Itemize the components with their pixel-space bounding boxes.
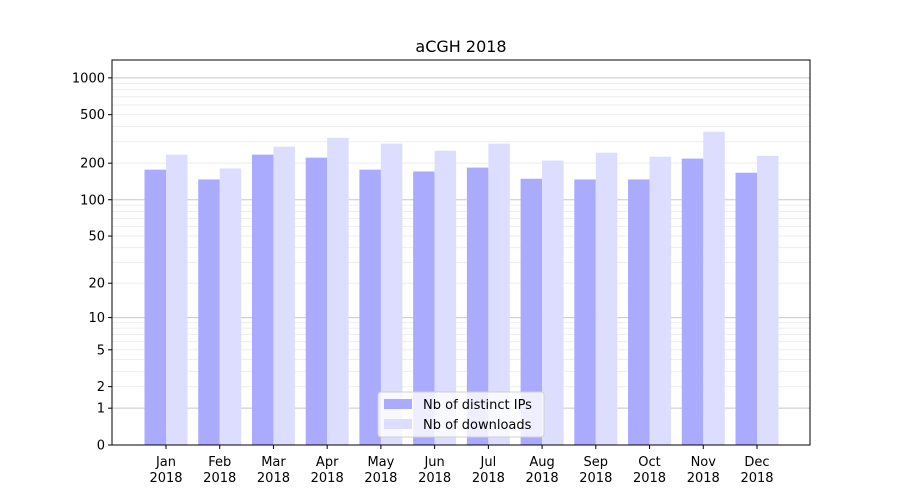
y-tick-label: 50 (88, 230, 105, 245)
x-tick-label: Dec 2018 (740, 455, 773, 486)
x-tick-label-line: 2018 (579, 471, 612, 486)
y-tick-label: 500 (80, 108, 105, 123)
x-tick-label-line: May (367, 455, 394, 470)
bar-downloads (434, 150, 457, 445)
chart-title: aCGH 2018 (415, 37, 506, 56)
bar-downloads (542, 160, 564, 446)
x-tick-label-line: 2018 (364, 471, 397, 486)
x-tick-label: Apr 2018 (311, 455, 344, 486)
x-tick-label-line: 2018 (311, 471, 344, 486)
bar-distinct-ips (681, 158, 704, 446)
bar-downloads (273, 146, 295, 445)
x-tick-label-line: 2018 (149, 471, 182, 486)
x-tick-label: Jul 2018 (472, 455, 505, 486)
bar-distinct-ips (144, 169, 166, 445)
x-tick-label-line: Mar (261, 455, 286, 470)
bar-downloads (703, 131, 725, 445)
bar-distinct-ips (628, 179, 650, 446)
x-tick-label-line: 2018 (526, 471, 559, 486)
y-axis: 0 1 2 5 10 20 50 100 200 500 1000 (72, 71, 112, 454)
bar-downloads (380, 143, 403, 445)
y-tick-label: 10 (88, 311, 105, 326)
y-tick-label: 20 (88, 277, 105, 292)
axes-frame (111, 59, 811, 446)
x-tick-label-line: Jun (423, 455, 444, 470)
bar-distinct-ips (359, 169, 381, 445)
legend-label: Nb of distinct IPs (423, 398, 532, 413)
x-tick-label: Nov 2018 (687, 455, 720, 486)
x-tick-label-line: Nov (691, 455, 717, 470)
bar-distinct-ips (574, 179, 596, 446)
x-tick-label: Jan 2018 (149, 455, 182, 486)
bar-downloads (219, 168, 242, 445)
x-tick-label-line: Dec (744, 455, 769, 470)
bar-downloads (327, 137, 349, 445)
x-tick-label: May 2018 (364, 455, 397, 486)
bar-distinct-ips (520, 178, 543, 445)
x-tick-label-line: Apr (316, 455, 339, 470)
bar-distinct-ips (305, 157, 328, 446)
x-tick-label-line: 2018 (740, 471, 773, 486)
legend-box (377, 391, 545, 438)
x-tick-label-line: Sep (584, 455, 609, 470)
legend-swatch (384, 419, 412, 429)
bar-distinct-ips (466, 167, 489, 445)
y-tick-label: 100 (80, 193, 105, 208)
bar-distinct-ips (735, 172, 757, 445)
y-tick-label: 1000 (72, 71, 105, 86)
bar-downloads (595, 152, 618, 445)
y-tick-label: 2 (97, 380, 105, 395)
x-tick-label: Sep 2018 (579, 455, 612, 486)
y-tick-label: 5 (97, 343, 105, 358)
legend-swatch (384, 399, 412, 409)
x-tick-label-line: 2018 (203, 471, 236, 486)
x-tick-label: Aug 2018 (526, 455, 559, 486)
x-tick-label: Feb 2018 (203, 455, 236, 486)
x-tick-label: Oct 2018 (633, 455, 666, 486)
x-tick-label-line: Jan (155, 455, 176, 470)
legend-label: Nb of downloads (423, 418, 532, 433)
bar-downloads (488, 143, 510, 445)
bars (144, 131, 779, 446)
x-tick-label-line: 2018 (418, 471, 451, 486)
y-tick-label: 200 (80, 157, 105, 172)
bar-downloads (166, 154, 188, 445)
x-tick-label-line: 2018 (472, 471, 505, 486)
bar-downloads (757, 155, 779, 446)
legend: Nb of distinct IPs Nb of downloads (377, 391, 545, 438)
x-tick-label: Jun 2018 (418, 455, 451, 486)
bar-distinct-ips (198, 179, 220, 446)
x-tick-label-line: 2018 (633, 471, 666, 486)
x-tick-label: Mar 2018 (257, 455, 290, 486)
x-tick-label-line: Feb (208, 455, 231, 470)
x-tick-label-line: 2018 (687, 471, 720, 486)
x-tick-label-line: Oct (638, 455, 660, 470)
bar-distinct-ips (413, 171, 435, 445)
x-tick-label-line: Aug (529, 455, 554, 470)
bar-distinct-ips (251, 154, 274, 445)
x-tick-label-line: Jul (480, 455, 497, 470)
y-tick-label: 0 (97, 439, 105, 454)
y-tick-label: 1 (97, 402, 105, 417)
bar-downloads (649, 156, 672, 445)
x-tick-label-line: 2018 (257, 471, 290, 486)
